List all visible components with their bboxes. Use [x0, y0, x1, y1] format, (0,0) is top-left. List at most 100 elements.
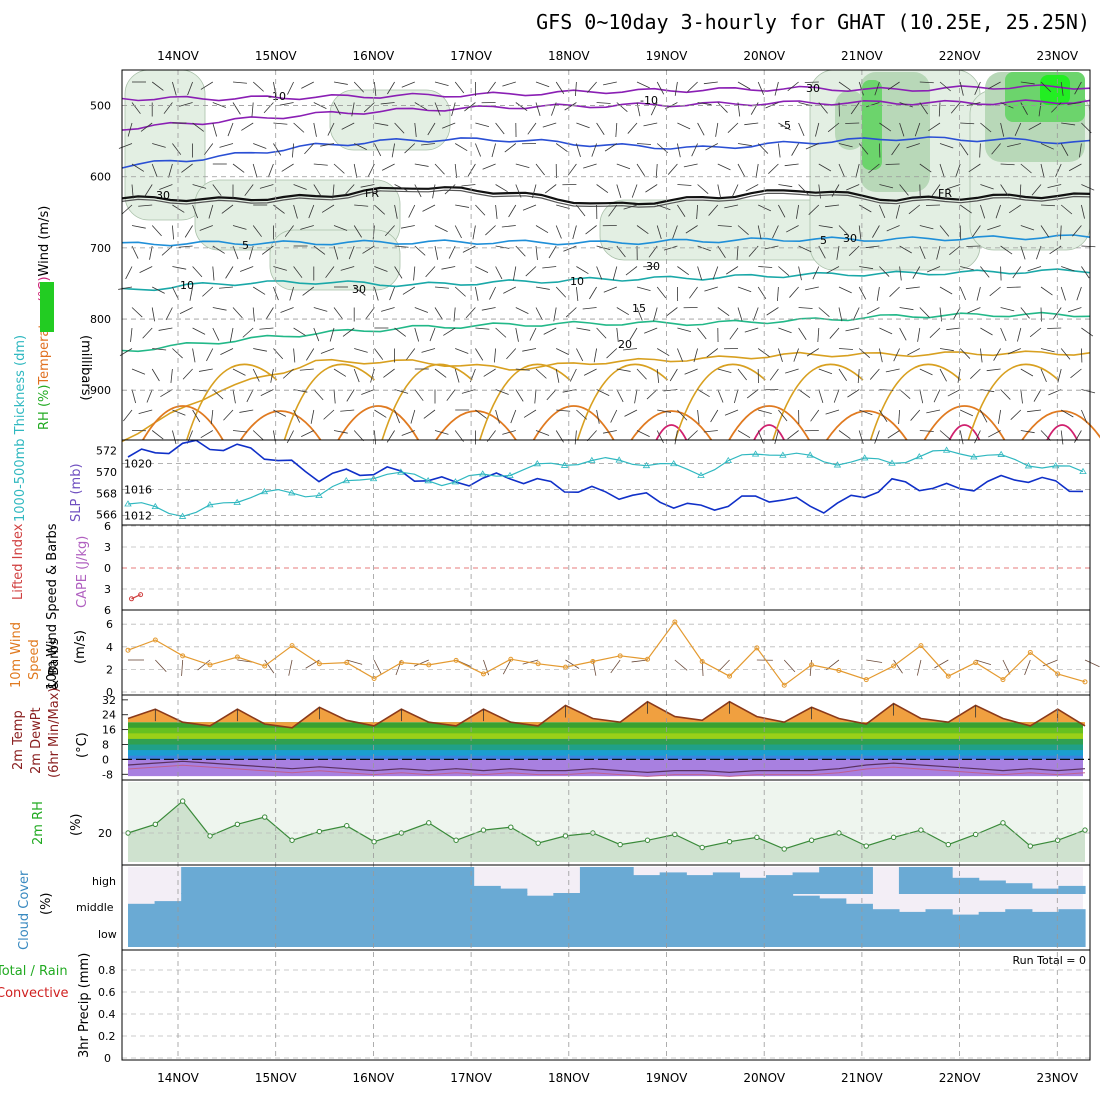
wind-barb: [242, 327, 254, 338]
isotherm-label: FR: [365, 187, 379, 200]
wind-barb: [380, 102, 395, 105]
surface-wind-barb: [565, 659, 580, 669]
wind-barb: [939, 286, 953, 295]
wind-barb: [202, 286, 214, 297]
wind-barb: [434, 163, 445, 175]
wind-barb: [535, 307, 543, 321]
cloud-cell-high: [712, 872, 741, 894]
wind-barb: [535, 245, 538, 260]
wind-barb: [535, 225, 549, 234]
cloud-ylabel: Cloud Cover: [17, 870, 32, 950]
wind-barb: [555, 430, 564, 443]
wind-barb: [805, 286, 819, 291]
thickness-ytick: 566: [96, 509, 117, 522]
surface-wind-barb: [373, 659, 382, 675]
wind-barb: [160, 389, 173, 398]
wind-barb: [697, 409, 700, 424]
wind-barb: [926, 409, 941, 414]
upper-air-ytick: 800: [90, 313, 111, 326]
cloud-cell-high: [473, 885, 501, 894]
wind-barb: [593, 348, 597, 363]
wind-barb: [475, 348, 484, 361]
wind-barb: [657, 409, 672, 413]
wind-barb: [959, 81, 964, 96]
wind-barb: [891, 143, 900, 156]
wind-barb: [634, 389, 638, 404]
wind-barb: [876, 286, 880, 301]
precip-label-convective: Convective: [0, 986, 69, 1001]
wind-barb: [576, 327, 591, 331]
wind-barb: [389, 286, 395, 301]
rh-marker: [781, 846, 787, 852]
wind-barb: [293, 409, 301, 423]
wind-barb: [939, 348, 954, 352]
date-label-bottom: 19NOV: [646, 1071, 688, 1085]
wind-barb: [656, 81, 665, 95]
wind-barb: [693, 348, 698, 363]
wind-barb: [555, 143, 568, 153]
cloud-cell-high: [659, 872, 687, 894]
wind-barb: [838, 143, 853, 148]
wind-barb: [1000, 122, 1005, 137]
wind-barb: [655, 163, 658, 178]
cloud-cell-high: [792, 872, 820, 894]
wind-speed-marker: [180, 653, 186, 659]
rh-label: 30: [156, 189, 170, 202]
thickness-marker: [642, 461, 651, 469]
wind-barb: [1070, 368, 1082, 379]
wind-ylabel-2: Speed: [27, 639, 42, 680]
wind-barb: [959, 204, 972, 214]
temp-ylabel-2: (6hr Min/Max): [47, 688, 62, 778]
surface-wind-panel: [121, 609, 1091, 696]
wind-barb: [363, 102, 375, 113]
upper-air-ytick: 700: [90, 242, 111, 255]
wind-barb: [515, 102, 528, 112]
isotherm-line-6: [121, 311, 1091, 353]
wind-barb: [968, 163, 981, 173]
cloud-yunit: (%): [39, 893, 54, 916]
wind-barb: [589, 286, 597, 300]
wind-barb: [495, 184, 508, 193]
wind-barb: [178, 245, 193, 248]
wind-barb: [179, 102, 193, 107]
wind-barb: [667, 163, 678, 175]
wind-barb: [919, 81, 934, 84]
wind-barb: [893, 348, 900, 362]
wind-barb: [434, 102, 441, 116]
wind-barb: [737, 81, 751, 90]
cloud-cell-low: [314, 920, 342, 947]
wind-barb: [959, 430, 964, 445]
wind-barb: [889, 286, 900, 298]
wind-barb: [241, 122, 254, 131]
wind-barb: [313, 327, 320, 342]
wind-barb: [908, 204, 921, 215]
wind-barb: [737, 430, 751, 439]
rh-marker: [234, 821, 241, 827]
wind-barb: [838, 368, 847, 381]
wind-barb: [320, 348, 335, 354]
wind-speed-marker: [727, 673, 733, 679]
wind-barb: [333, 389, 336, 404]
wind-barb: [515, 184, 522, 198]
wind-barb: [793, 348, 799, 362]
wind-barb: [917, 327, 921, 342]
wind-barb: [434, 368, 447, 378]
wind-barb: [919, 245, 926, 260]
stability-panel: [121, 524, 1091, 611]
wind-barb: [818, 163, 832, 172]
wind-barb: [300, 225, 314, 230]
wind-barb: [313, 122, 317, 137]
wind-barb: [434, 430, 449, 435]
wind-barb: [656, 348, 670, 357]
wind-speed-marker: [262, 663, 268, 669]
cloud-cell-high: [819, 867, 847, 894]
wind-barb: [1067, 102, 1082, 105]
wind-barb: [353, 368, 360, 383]
wind-barb: [674, 430, 678, 445]
rh-marker: [562, 833, 569, 839]
thickness-marker: [397, 468, 405, 475]
wind-barb: [501, 225, 516, 228]
wind-barb: [475, 143, 482, 157]
wind-barb: [495, 204, 498, 219]
wind-barb: [414, 389, 424, 401]
